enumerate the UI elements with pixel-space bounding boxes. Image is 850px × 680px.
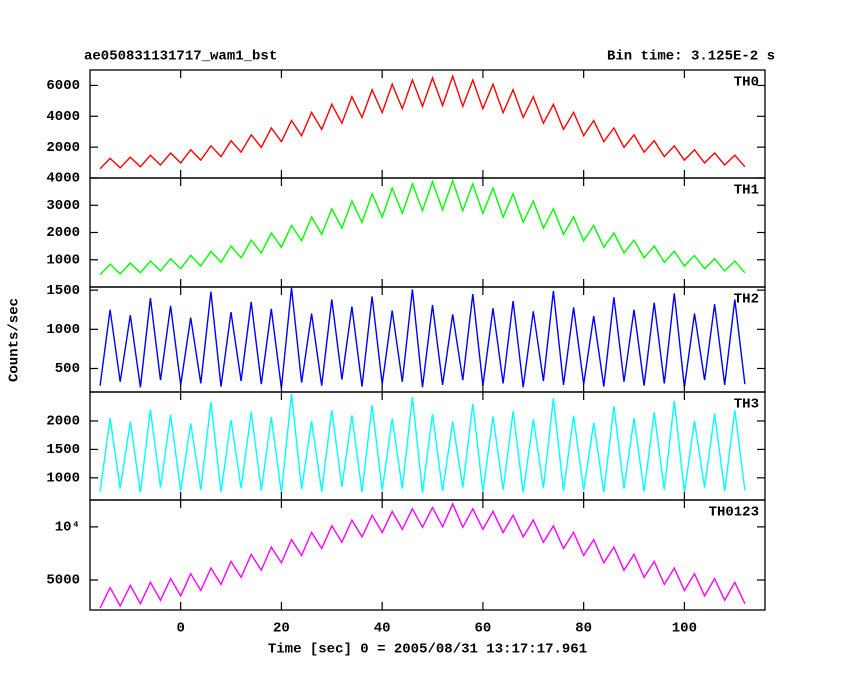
y-tick-label: 1000 [46,322,80,338]
y-tick-label: 2000 [46,140,80,156]
y-tick-label: 10⁴ [55,520,80,536]
x-tick-label: 40 [374,621,391,637]
y-tick-label: 3000 [46,198,80,214]
y-tick-label: 1000 [46,252,80,268]
series-label: TH0123 [709,505,759,521]
y-tick-label: 6000 [46,78,80,94]
data-line [99,178,746,276]
y-tick-label: 500 [55,361,80,377]
chart-title: ae050831131717_wam1_bst [84,49,277,65]
x-tick-label: 100 [672,621,697,637]
series-label: TH2 [734,292,759,308]
panel-frame [89,499,766,611]
x-tick-label: 80 [575,621,592,637]
y-tick-label: 4000 [46,109,80,125]
y-tick-label: 5000 [46,573,80,589]
data-line [99,393,746,494]
series-label: TH1 [734,183,759,199]
y-tick-label: 2000 [46,225,80,241]
data-line [99,502,746,609]
y-tick-label: 2000 [46,414,80,430]
y-tick-label: 1500 [46,442,80,458]
x-tick-label: 0 [176,621,184,637]
data-line [99,287,746,389]
y-tick-label: 1000 [46,471,80,487]
panel-frame [89,69,766,179]
y-tick-label: 1500 [46,283,80,299]
x-tick-label: 60 [475,621,492,637]
x-tick-label: 20 [273,621,290,637]
x-axis-label: Time [sec] 0 = 2005/08/31 13:17:17.961 [268,642,587,658]
y-tick-label: 4000 [46,171,80,187]
chart-subtitle: Bin time: 3.125E-2 s [607,49,775,65]
series-label: TH0 [734,75,759,91]
series-label: TH3 [734,397,759,413]
y-axis-label: Counts/sec [7,298,23,382]
data-line [99,74,746,170]
